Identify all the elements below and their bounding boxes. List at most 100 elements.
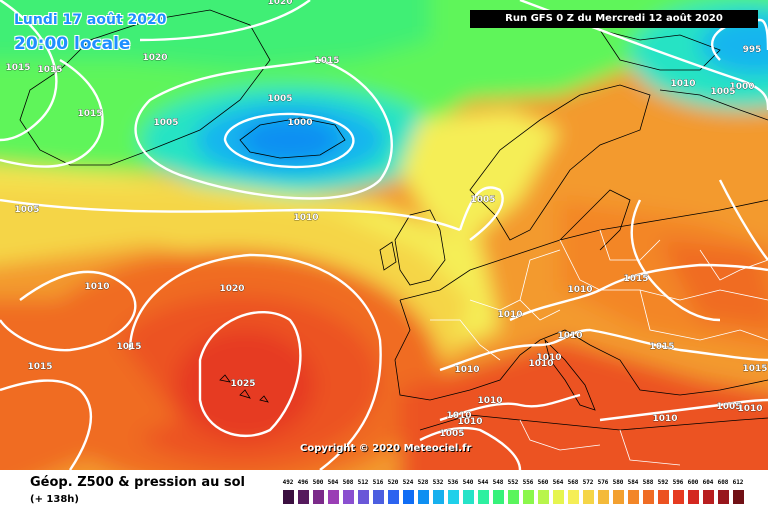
forecast-lead-time: (+ 138h) — [30, 494, 79, 505]
legend-value: 496 — [297, 479, 309, 486]
isobar-label: 1015 — [5, 63, 30, 73]
legend-value: 584 — [627, 479, 639, 486]
isobar-label: 1015 — [649, 342, 674, 352]
legend-swatch — [328, 490, 339, 504]
legend-value: 564 — [552, 479, 564, 486]
legend-value: 596 — [672, 479, 684, 486]
legend-swatch — [628, 490, 639, 504]
country-borders — [430, 229, 768, 466]
legend-swatch — [583, 490, 594, 504]
legend-value: 508 — [342, 479, 354, 486]
legend-swatch — [478, 490, 489, 504]
legend-value: 500 — [312, 479, 324, 486]
legend-value: 612 — [732, 479, 744, 486]
legend-value: 572 — [582, 479, 594, 486]
model-run-label: Run GFS 0 Z du Mercredi 12 août 2020 — [470, 10, 758, 28]
forecast-date: Lundi 17 août 2020 — [14, 12, 167, 28]
isobar-label: 1010 — [528, 359, 553, 369]
legend-swatch — [298, 490, 309, 504]
legend-value: 568 — [567, 479, 579, 486]
legend-value: 540 — [462, 479, 474, 486]
isobar-label: 1010 — [536, 353, 561, 363]
isobar-label: 1005 — [439, 429, 464, 439]
legend-value: 592 — [657, 479, 669, 486]
isobar-label: 1010 — [737, 404, 762, 414]
isobar-label: 1010 — [497, 310, 522, 320]
z500-color-field — [0, 0, 768, 470]
isobar-label: 1000 — [287, 118, 312, 128]
legend-bar: Géop. Z500 & pression au sol (+ 138h) 49… — [0, 470, 768, 512]
legend-value: 588 — [642, 479, 654, 486]
isobar-label: 1010 — [557, 331, 582, 341]
legend-swatch — [493, 490, 504, 504]
isobar-label: 1010 — [293, 213, 318, 223]
isobar-label: 1015 — [623, 274, 648, 284]
legend-swatch — [703, 490, 714, 504]
isobar-label: 1010 — [477, 396, 502, 406]
legend-value: 520 — [387, 479, 399, 486]
legend-swatch — [343, 490, 354, 504]
legend-swatch — [388, 490, 399, 504]
legend-swatch — [418, 490, 429, 504]
legend-swatch — [598, 490, 609, 504]
legend-swatch — [613, 490, 624, 504]
legend-value: 580 — [612, 479, 624, 486]
legend-swatch — [568, 490, 579, 504]
legend-swatch — [523, 490, 534, 504]
legend-swatch — [448, 490, 459, 504]
isobar-label: 1020 — [219, 284, 244, 294]
legend-value: 576 — [597, 479, 609, 486]
isobar-label: 1005 — [153, 118, 178, 128]
copyright-notice: Copyright © 2020 Meteociel.fr — [300, 443, 472, 454]
isobar-label: 1015 — [116, 342, 141, 352]
legend-value: 560 — [537, 479, 549, 486]
isobar-label: 1015 — [314, 56, 339, 66]
color-scale: 492 496 500 504 508 512 516 520 524 528 532 536 540 5… — [282, 479, 746, 509]
legend-swatch — [553, 490, 564, 504]
isobar-label: 1010 — [84, 282, 109, 292]
legend-value: 512 — [357, 479, 369, 486]
legend-swatch — [538, 490, 549, 504]
isobar-label: 1010 — [567, 285, 592, 295]
legend-value: 528 — [417, 479, 429, 486]
coastlines — [19, 9, 768, 431]
legend-swatch — [373, 490, 384, 504]
legend-value: 544 — [477, 479, 489, 486]
legend-value: 504 — [327, 479, 339, 486]
legend-value: 532 — [432, 479, 444, 486]
legend-value: 552 — [507, 479, 519, 486]
legend-swatch — [508, 490, 519, 504]
legend-swatch — [643, 490, 654, 504]
legend-swatch — [463, 490, 474, 504]
legend-value: 600 — [687, 479, 699, 486]
product-title: Géop. Z500 & pression au sol — [30, 475, 245, 490]
legend-swatch — [733, 490, 744, 504]
isobar-label: 1025 — [230, 379, 255, 389]
isobar-label: 1015 — [27, 362, 52, 372]
isobar-label: 1015 — [37, 65, 62, 75]
isobars — [0, 0, 768, 470]
isobar-label: 1010 — [670, 79, 695, 89]
isobar-label: 1010 — [457, 417, 482, 427]
isobar-label: 1005 — [470, 195, 495, 205]
legend-swatch — [313, 490, 324, 504]
isobar-label: 1005 — [716, 402, 741, 412]
legend-value: 608 — [717, 479, 729, 486]
legend-swatch — [433, 490, 444, 504]
legend-value: 524 — [402, 479, 414, 486]
isobar-label: 1005 — [710, 87, 735, 97]
legend-swatch — [673, 490, 684, 504]
legend-value: 604 — [702, 479, 714, 486]
legend-value: 556 — [522, 479, 534, 486]
legend-swatch — [688, 490, 699, 504]
legend-swatch — [283, 490, 294, 504]
legend-swatch — [718, 490, 729, 504]
isobar-label: 1015 — [77, 109, 102, 119]
isobar-label: 1000 — [729, 82, 754, 92]
isobar-label: 995 — [743, 45, 762, 55]
legend-swatch — [403, 490, 414, 504]
isobar-label: 1005 — [267, 94, 292, 104]
